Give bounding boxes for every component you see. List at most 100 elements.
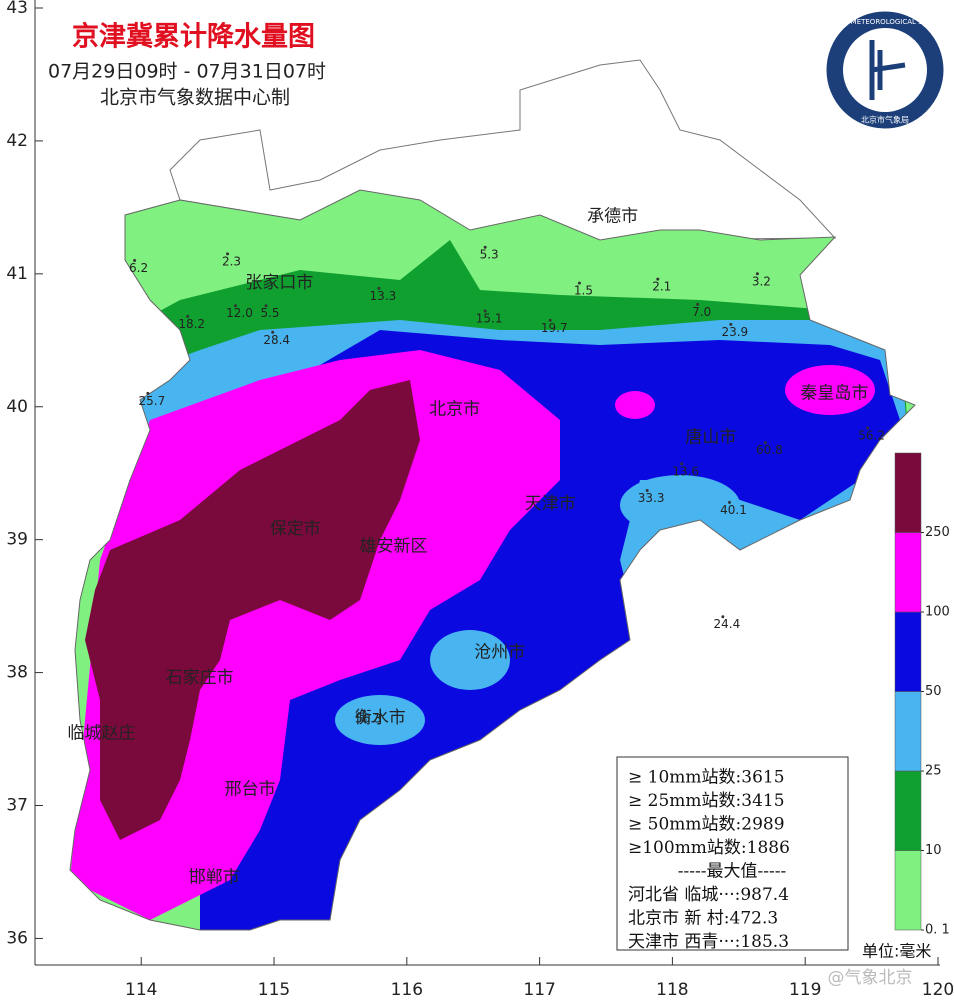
station-value: 19.7 — [541, 321, 568, 335]
station-dot — [645, 488, 649, 492]
station-value: 56.3 — [355, 712, 382, 726]
station-value: 1.5 — [574, 284, 593, 298]
x-tick-label: 116 — [391, 980, 423, 1000]
station-value: 2.3 — [222, 254, 241, 268]
logo-ring: BEIJING METEOROLOGICAL SERVICE — [822, 18, 947, 26]
stats-line: 天津市 西青···:185.3 — [628, 932, 789, 952]
legend-label: 25 — [925, 764, 942, 779]
station-value: 5.3 — [480, 248, 499, 262]
station-dot — [656, 277, 660, 281]
stats-line: ≥ 10mm站数:3615 — [628, 768, 785, 788]
city-label: 衡水市 — [355, 708, 406, 728]
station-value: 2.1 — [652, 280, 671, 294]
x-tick-label: 114 — [125, 980, 157, 1000]
station-dot — [727, 500, 731, 504]
station-value: 13.3 — [370, 289, 397, 303]
y-tick-label: 36 — [6, 928, 28, 948]
logo-org: 北京市气象局 — [861, 115, 909, 125]
x-tick-label: 119 — [789, 980, 821, 1000]
y-tick-label: 40 — [6, 397, 28, 417]
station-dot — [264, 304, 268, 308]
logo: BEIJING METEOROLOGICAL SERVICE 北京市气象局 — [822, 8, 948, 132]
legend-band — [894, 691, 922, 772]
station-value: 28.4 — [263, 333, 290, 347]
station-dot — [186, 314, 190, 318]
legend-band — [894, 532, 922, 613]
legend-band — [894, 611, 922, 692]
station-value: 25.7 — [138, 394, 165, 408]
title: 京津冀累计降水量图 — [72, 21, 315, 53]
station-dot — [377, 286, 381, 290]
legend-band — [894, 850, 922, 931]
city-label: 沧州市 — [474, 643, 525, 663]
legend-band — [894, 770, 922, 851]
station-dot — [577, 281, 581, 285]
station-dot — [226, 252, 230, 256]
station-value: 12.0 — [226, 306, 253, 320]
station-dot — [146, 391, 150, 395]
x-tick-label: 115 — [258, 980, 290, 1000]
station-dot — [763, 441, 767, 445]
legend-label: 250 — [925, 525, 950, 540]
city-label: 张家口市 — [245, 273, 313, 293]
station-dot — [483, 309, 487, 313]
x-tick-label: 120 — [922, 980, 954, 1000]
station-value: 7.0 — [692, 305, 711, 319]
city-label: 雄安新区 — [360, 536, 428, 556]
station-value: 18.2 — [178, 317, 205, 331]
station-value: 23.9 — [721, 325, 748, 339]
region-border — [69, 189, 916, 931]
legend-label: 50 — [925, 684, 942, 699]
y-tick-label: 37 — [6, 796, 28, 816]
station-dot — [362, 709, 366, 713]
stats-box — [616, 756, 849, 951]
issuer: 北京市气象数据中心制 — [100, 87, 290, 109]
station-dot — [234, 304, 238, 308]
station-dot — [680, 462, 684, 466]
watermark: @气象北京 — [828, 968, 913, 988]
y-tick-label: 42 — [6, 131, 28, 151]
station-value: 40.1 — [720, 503, 747, 517]
station-value: 13.6 — [672, 464, 699, 478]
station-value: 60.8 — [756, 443, 783, 457]
station-value: 6.2 — [129, 261, 148, 275]
x-tick-label: 117 — [523, 980, 555, 1000]
map-layer: 114 115 116 117 118 119 120 36 37 38 39 40 41 42 43 6.2… — [6, 0, 954, 1000]
city-label: 邯郸市 — [189, 867, 240, 887]
station-value: 5.5 — [260, 306, 279, 320]
station-dot — [548, 318, 552, 322]
x-tick-label: 118 — [656, 980, 688, 1000]
station-value: 24.4 — [713, 617, 740, 631]
y-tick-label: 41 — [6, 264, 28, 284]
station-dot — [483, 245, 487, 249]
station-dot — [271, 330, 275, 334]
city-label: 临城赵庄 — [67, 724, 135, 744]
subtitle: 07月29日09时 - 07月31日07时 — [48, 61, 326, 83]
stats-line: 河北省 临城···:987.4 — [628, 885, 789, 905]
legend-unit: 单位:毫米 — [862, 942, 931, 961]
stats-line: 北京市 新 村:472.3 — [628, 909, 778, 929]
city-label: 北京市 — [429, 399, 480, 419]
station-dot — [866, 426, 870, 430]
station-dot — [133, 259, 137, 263]
y-tick-label: 43 — [6, 0, 28, 18]
legend-band — [894, 452, 922, 533]
station-value: 3.2 — [752, 274, 771, 288]
legend-label: 10 — [925, 843, 942, 858]
stats-line: ≥ 25mm站数:3415 — [628, 791, 785, 811]
city-label: 天津市 — [525, 494, 576, 514]
city-label: 唐山市 — [685, 426, 736, 447]
station-dot — [755, 272, 759, 276]
station-dot — [696, 302, 700, 306]
station-dot — [729, 322, 733, 326]
stats-line: ≥100mm站数:1886 — [628, 838, 790, 858]
station-dot — [721, 615, 725, 619]
city-label: 保定市 — [270, 519, 321, 539]
station-value: 33.3 — [638, 491, 665, 505]
y-tick-label: 39 — [6, 530, 28, 550]
legend-label: 0. 1 — [925, 923, 950, 938]
city-label: 石家庄市 — [166, 668, 234, 688]
y-tick-label: 38 — [6, 663, 28, 683]
stats-line: ≥ 50mm站数:2989 — [628, 815, 785, 835]
